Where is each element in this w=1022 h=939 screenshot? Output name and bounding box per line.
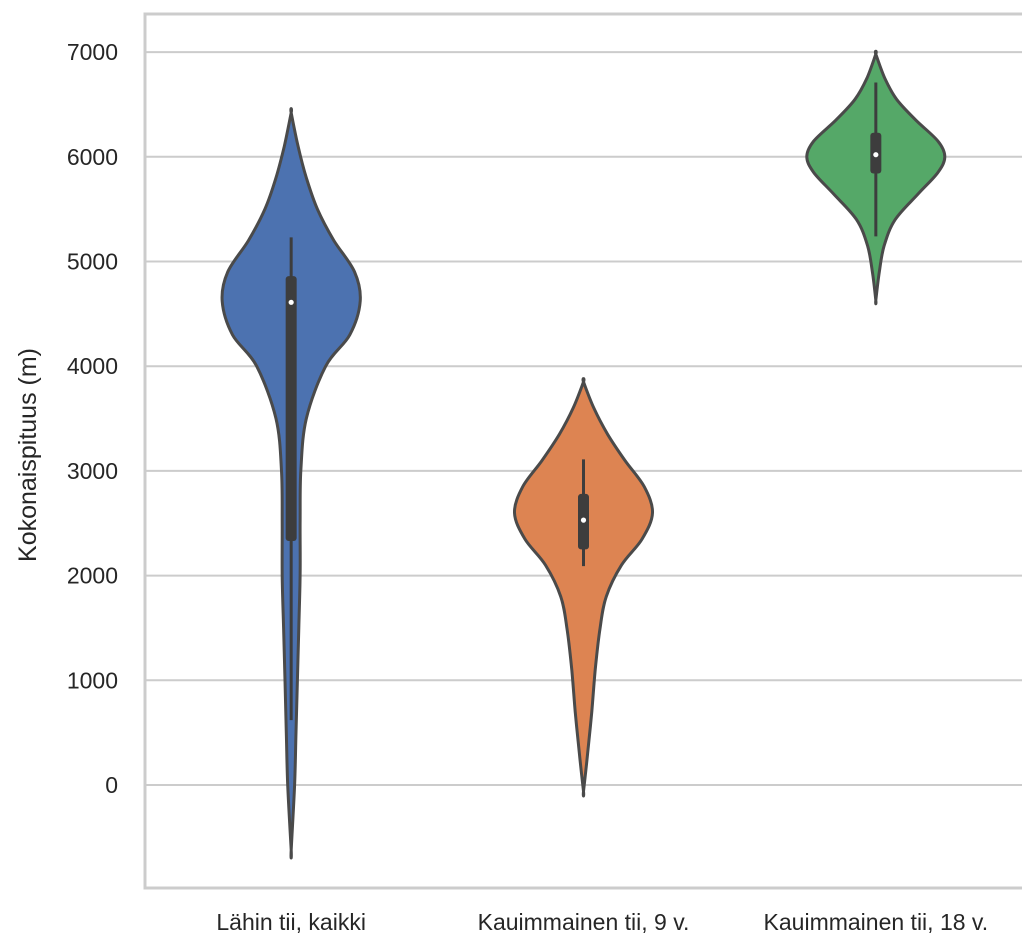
- y-tick-label: 0: [105, 772, 118, 798]
- violin-median-marker: [288, 299, 294, 305]
- y-tick-label: 3000: [67, 458, 118, 484]
- x-tick-label: Kauimmainen tii, 9 v.: [478, 909, 690, 935]
- y-tick-label: 4000: [67, 353, 118, 379]
- violin-median-marker: [580, 517, 587, 523]
- violins: [220, 49, 947, 860]
- y-tick-label: 6000: [67, 144, 118, 170]
- y-tick-label: 5000: [67, 249, 118, 275]
- y-axis-label: Kokonaispituus (m): [14, 348, 42, 562]
- x-tick-label: Lähin tii, kaikki: [216, 909, 366, 935]
- x-tick-label: Kauimmainen tii, 18 v.: [764, 909, 989, 935]
- violin-iqr-box: [285, 276, 297, 542]
- violin-median-marker: [873, 152, 879, 158]
- axes-frame: [143, 12, 1022, 890]
- y-tick-labels: 0 1000 2000 3000 4000 5000 6000 7000: [67, 39, 118, 798]
- violin-body: [512, 377, 655, 798]
- y-tick-label: 7000: [67, 39, 118, 65]
- x-tick-labels: Lähin tii, kaikki Kauimmainen tii, 9 v. Ka…: [216, 909, 988, 935]
- y-tick-label: 1000: [67, 667, 118, 693]
- y-tick-label: 2000: [67, 563, 118, 589]
